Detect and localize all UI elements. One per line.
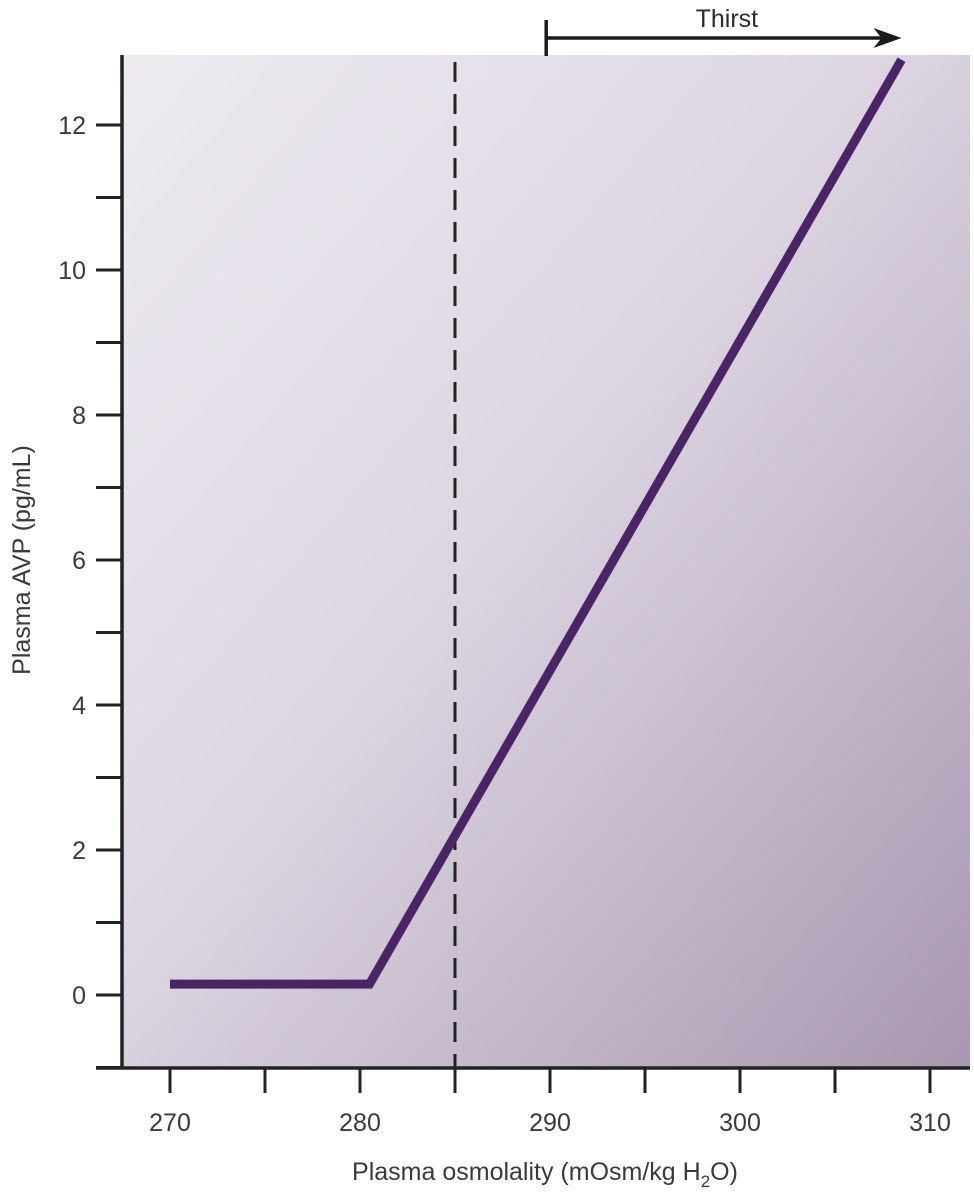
x-tick-label: 290 bbox=[529, 1109, 571, 1137]
y-axis-title: Plasma AVP (pg/mL) bbox=[8, 445, 36, 675]
x-axis-ticks: 270 280 290 300 310 bbox=[149, 1068, 951, 1137]
arrowhead-icon bbox=[873, 28, 902, 48]
x-tick-label: 280 bbox=[339, 1109, 381, 1137]
y-tick-label: 4 bbox=[72, 692, 86, 720]
data-series bbox=[170, 57, 906, 989]
plot-area bbox=[122, 55, 970, 1068]
x-tick-label: 310 bbox=[909, 1109, 951, 1137]
y-tick-label: 10 bbox=[58, 257, 86, 285]
x-tick-label: 270 bbox=[149, 1109, 191, 1137]
x-axis-title: Plasma osmolality (mOsm/kg H2O) bbox=[352, 1158, 738, 1191]
y-tick-label: 2 bbox=[72, 837, 86, 865]
y-tick-label: 6 bbox=[72, 547, 86, 575]
y-tick-label: 8 bbox=[72, 402, 86, 430]
x-tick-label: 300 bbox=[719, 1109, 761, 1137]
y-tick-label: 12 bbox=[58, 112, 86, 140]
thirst-label: Thirst bbox=[696, 5, 759, 33]
y-tick-label: 0 bbox=[72, 982, 86, 1010]
y-axis-ticks: 0 2 4 6 8 10 12 bbox=[58, 112, 122, 1069]
avp-line bbox=[170, 57, 906, 989]
thirst-annotation: Thirst bbox=[544, 5, 902, 56]
